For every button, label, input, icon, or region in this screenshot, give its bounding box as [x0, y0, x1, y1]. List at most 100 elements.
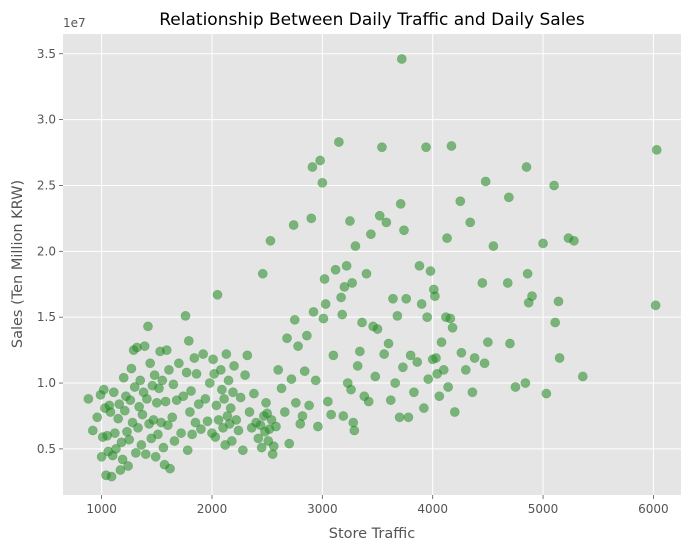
data-point	[430, 291, 440, 302]
data-point	[231, 415, 242, 425]
data-point	[92, 412, 103, 423]
data-point	[377, 142, 387, 153]
data-point	[123, 461, 134, 471]
data-point	[284, 438, 295, 449]
data-point	[130, 447, 141, 458]
data-point	[521, 162, 532, 172]
data-point	[182, 445, 193, 456]
data-point	[165, 463, 175, 474]
data-point	[105, 407, 116, 417]
data-point	[336, 292, 346, 303]
data-point	[125, 395, 136, 406]
data-point	[423, 374, 434, 384]
data-point	[467, 387, 478, 398]
data-point	[443, 382, 454, 392]
data-point	[136, 440, 147, 450]
data-point	[255, 420, 266, 431]
data-point	[271, 421, 281, 432]
data-point	[160, 396, 171, 407]
data-point	[180, 310, 191, 321]
data-point	[96, 451, 107, 462]
data-point	[162, 420, 173, 431]
data-point	[210, 432, 221, 442]
y-offset-text: 1e7	[63, 16, 86, 30]
data-point	[520, 378, 531, 388]
x-tick-label: 2000	[197, 502, 228, 516]
data-point	[527, 291, 537, 302]
data-point	[569, 235, 579, 246]
data-point	[124, 434, 135, 445]
data-point	[388, 293, 398, 304]
data-point	[456, 347, 467, 358]
data-point	[139, 341, 150, 352]
data-point	[211, 400, 222, 411]
data-point	[455, 196, 466, 207]
data-point	[265, 235, 276, 246]
data-point	[140, 449, 151, 460]
data-point	[390, 378, 401, 388]
data-point	[279, 407, 290, 417]
data-point	[651, 145, 662, 155]
data-point	[357, 317, 367, 328]
x-tick-label: 5000	[528, 502, 559, 516]
data-point	[460, 364, 471, 375]
data-point	[169, 436, 180, 446]
data-point	[436, 337, 447, 348]
data-point	[113, 413, 124, 424]
data-point	[333, 137, 344, 147]
chart-title: Relationship Between Daily Traffic and D…	[159, 10, 585, 30]
data-point	[145, 358, 156, 369]
data-point	[392, 310, 403, 321]
data-point	[183, 335, 194, 346]
data-point	[189, 353, 200, 363]
data-point	[261, 397, 271, 408]
data-point	[98, 384, 109, 395]
data-point	[141, 393, 152, 404]
data-point	[115, 465, 126, 475]
x-tick-label: 4000	[417, 502, 448, 516]
data-point	[577, 371, 588, 382]
data-point	[134, 401, 145, 412]
plot-area	[63, 34, 681, 495]
y-tick-label: 3.0	[37, 113, 56, 127]
data-point	[266, 415, 277, 425]
data-point	[118, 372, 129, 383]
data-point	[119, 405, 130, 416]
data-point	[240, 370, 250, 381]
data-points	[83, 54, 662, 482]
data-point	[208, 354, 218, 365]
data-point	[173, 358, 184, 369]
data-point	[257, 268, 268, 279]
data-point	[346, 384, 356, 395]
data-point	[313, 421, 323, 432]
data-point	[288, 220, 299, 230]
data-point	[330, 264, 341, 275]
data-point	[310, 375, 321, 386]
data-point	[365, 229, 376, 240]
y-axis-ticks: 0.5 1.0 1.5 2.0 2.5 3.0 3.5	[37, 47, 63, 456]
data-point	[405, 350, 416, 361]
data-point	[347, 278, 358, 288]
data-point	[465, 217, 476, 228]
data-point	[204, 378, 215, 388]
data-point	[338, 411, 349, 421]
data-point	[176, 428, 186, 438]
data-point	[431, 353, 441, 363]
data-point	[212, 289, 223, 300]
data-point	[196, 424, 206, 435]
data-point	[502, 278, 513, 288]
data-point	[111, 443, 121, 454]
data-point	[304, 400, 314, 411]
data-point	[317, 177, 328, 188]
data-point	[133, 422, 143, 433]
data-point	[149, 370, 160, 381]
data-point	[293, 341, 303, 352]
data-point	[202, 416, 213, 427]
data-point	[256, 442, 267, 453]
data-point	[414, 260, 425, 271]
data-point	[200, 393, 211, 404]
data-point	[151, 397, 162, 408]
data-point	[308, 307, 319, 317]
y-tick-label: 0.5	[37, 442, 56, 456]
data-point	[282, 333, 292, 344]
